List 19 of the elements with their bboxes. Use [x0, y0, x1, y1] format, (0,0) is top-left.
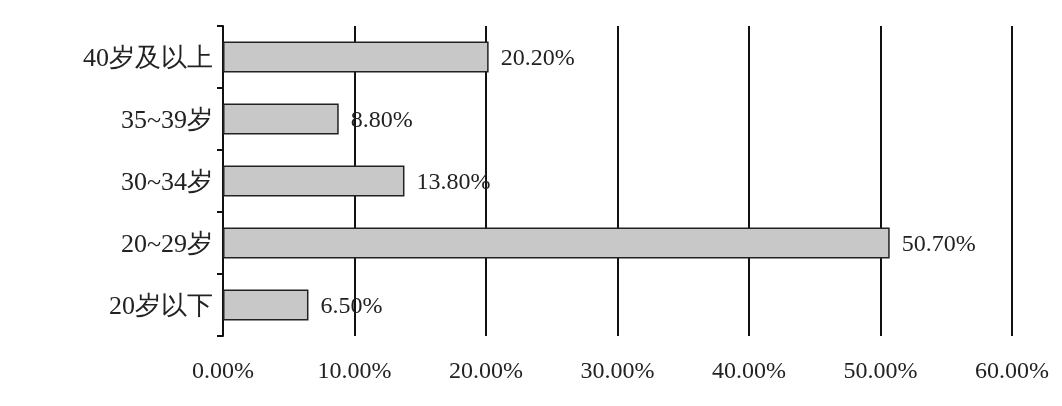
- bar: [223, 41, 489, 73]
- x-tick-label: 30.00%: [580, 357, 655, 383]
- y-tick-label: 35~39岁: [120, 104, 213, 134]
- y-tick-label: 30~34岁: [120, 166, 213, 196]
- x-tick-label: 0.00%: [192, 357, 254, 383]
- y-tick-label: 20岁以下: [109, 290, 213, 320]
- x-tick-label: 60.00%: [975, 357, 1049, 383]
- bar: [223, 227, 890, 259]
- bar: [223, 289, 309, 321]
- data-label: 20.20%: [500, 44, 575, 70]
- bar: [223, 103, 339, 135]
- y-tick-label: 20~29岁: [120, 228, 213, 258]
- x-tick-label: 40.00%: [712, 357, 786, 383]
- data-label: 50.70%: [901, 230, 976, 256]
- x-tick-label: 50.00%: [843, 357, 918, 383]
- x-tick-label: 20.00%: [449, 357, 523, 383]
- x-tick-label: 10.00%: [317, 357, 392, 383]
- bar: [223, 165, 405, 197]
- y-tick-label: 40岁及以上: [83, 42, 213, 72]
